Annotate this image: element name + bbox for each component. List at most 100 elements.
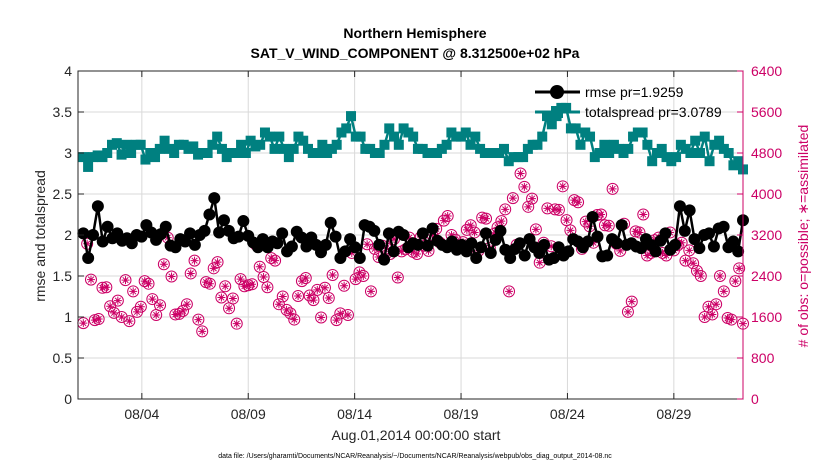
rmse-point-110 — [610, 237, 623, 250]
obs-possible-circle-165 — [710, 298, 723, 311]
obs-possible-circle-21 — [157, 258, 170, 271]
obs-possible-circle-129 — [572, 196, 585, 209]
obs-marker-12 — [123, 315, 136, 328]
rmse-point-17 — [159, 220, 172, 233]
rmse-point-127 — [693, 242, 706, 255]
right-y-tick-label-5: 4000 — [751, 186, 782, 202]
obs-possible-circle-118 — [529, 223, 542, 236]
totalspread-point-42 — [279, 143, 290, 154]
obs-assimilated-star-82 — [393, 273, 402, 282]
totalspread-point-128 — [690, 135, 701, 146]
obs-possible-circle-25 — [173, 307, 186, 320]
rmse-point-1 — [82, 251, 95, 264]
obs-marker-117 — [526, 192, 539, 205]
obs-possible-circle-5 — [96, 281, 109, 294]
obs-assimilated-star-65 — [328, 270, 337, 279]
right-y-tick-label-0: 0 — [751, 391, 759, 407]
rmse-point-52 — [329, 230, 342, 243]
obs-marker-26 — [177, 304, 190, 317]
obs-possible-circle-35 — [211, 256, 224, 269]
right-y-tick-label-8: 6400 — [751, 63, 782, 79]
obs-assimilated-star-169 — [727, 315, 736, 324]
left-y-tick-label-8: 4 — [64, 63, 72, 79]
obs-marker-20 — [154, 299, 167, 312]
obs-assimilated-star-50 — [271, 256, 280, 265]
obs-possible-circle-40 — [230, 317, 243, 330]
obs-assimilated-star-19 — [152, 310, 161, 319]
totalspread-point-50 — [317, 139, 328, 150]
obs-marker-11 — [119, 274, 132, 287]
obs-marker-123 — [549, 203, 562, 216]
rmse-point-111 — [615, 219, 628, 232]
obs-assimilated-star-140 — [616, 246, 625, 255]
totalspread-point-17 — [159, 135, 170, 146]
left-y-tick-label-1: 0.5 — [53, 350, 73, 366]
obs-assimilated-star-25 — [175, 309, 184, 318]
totalspread-point-88 — [498, 143, 509, 154]
obs-possible-circle-143 — [625, 295, 638, 308]
obs-marker-9 — [111, 294, 124, 307]
obs-assimilated-star-43 — [244, 281, 253, 290]
obs-marker-167 — [717, 285, 730, 298]
obs-marker-56 — [292, 289, 305, 302]
obs-marker-51 — [272, 298, 285, 311]
obs-assimilated-star-115 — [520, 182, 529, 191]
obs-assimilated-star-170 — [731, 277, 740, 286]
obs-assimilated-star-81 — [389, 235, 398, 244]
obs-assimilated-star-85 — [405, 233, 414, 242]
rmse-point-91 — [518, 249, 531, 262]
obs-possible-circle-123 — [549, 203, 562, 216]
obs-marker-64 — [322, 292, 335, 305]
rmse-point-41 — [276, 227, 289, 240]
left-y-axis-label: rmse and totalspread — [32, 170, 48, 302]
totalspread-point-35 — [245, 135, 256, 146]
obs-assimilated-star-165 — [712, 300, 721, 309]
totalspread-point-13 — [140, 154, 151, 165]
obs-assimilated-star-127 — [566, 226, 575, 235]
obs-assimilated-star-69 — [343, 310, 352, 319]
obs-marker-68 — [338, 279, 351, 292]
obs-marker-29 — [188, 254, 201, 267]
totalspread-point-64 — [384, 123, 395, 134]
obs-possible-circle-47 — [257, 271, 270, 284]
obs-assimilated-star-128 — [570, 196, 579, 205]
obs-marker-146 — [637, 208, 650, 221]
totalspread-point-16 — [154, 143, 165, 154]
obs-marker-27 — [180, 298, 193, 311]
obs-possible-circle-116 — [522, 200, 535, 213]
obs-marker-138 — [606, 182, 619, 195]
obs-possible-circle-6 — [100, 281, 113, 294]
obs-assimilated-star-5 — [98, 283, 107, 292]
obs-assimilated-star-102 — [470, 228, 479, 237]
totalspread-point-63 — [379, 139, 390, 150]
obs-assimilated-star-36 — [217, 293, 226, 302]
obs-possible-circle-54 — [284, 307, 297, 320]
obs-marker-162 — [698, 311, 711, 323]
rmse-point-90 — [513, 237, 526, 250]
rmse-point-134 — [727, 235, 740, 248]
totalspread-point-96 — [537, 131, 548, 142]
obs-assimilated-star-163 — [704, 302, 713, 311]
obs-marker-121 — [541, 202, 554, 215]
obs-possible-circle-11 — [119, 274, 132, 287]
obs-possible-circle-65 — [326, 268, 339, 281]
obs-assimilated-star-48 — [263, 283, 272, 292]
obs-assimilated-star-162 — [700, 313, 709, 321]
obs-marker-169 — [725, 313, 738, 326]
legend-rmse-swatch-marker — [550, 85, 564, 99]
left-y-tick-label-5: 2.5 — [53, 186, 73, 202]
obs-marker-5 — [96, 281, 109, 294]
obs-marker-52 — [276, 290, 289, 303]
rmse-point-32 — [232, 230, 245, 243]
obs-assimilated-star-13 — [129, 287, 138, 296]
obs-assimilated-star-116 — [524, 202, 533, 211]
obs-assimilated-star-101 — [466, 221, 475, 230]
obs-possible-circle-94 — [437, 214, 450, 227]
rmse-point-70 — [416, 227, 429, 240]
obs-assimilated-star-8 — [110, 308, 119, 317]
totalspread-point-1 — [83, 161, 94, 172]
obs-marker-62 — [315, 311, 328, 324]
totalspread-point-81 — [465, 139, 476, 150]
rmse-point-43 — [285, 240, 298, 253]
obs-possible-circle-66 — [330, 314, 343, 327]
